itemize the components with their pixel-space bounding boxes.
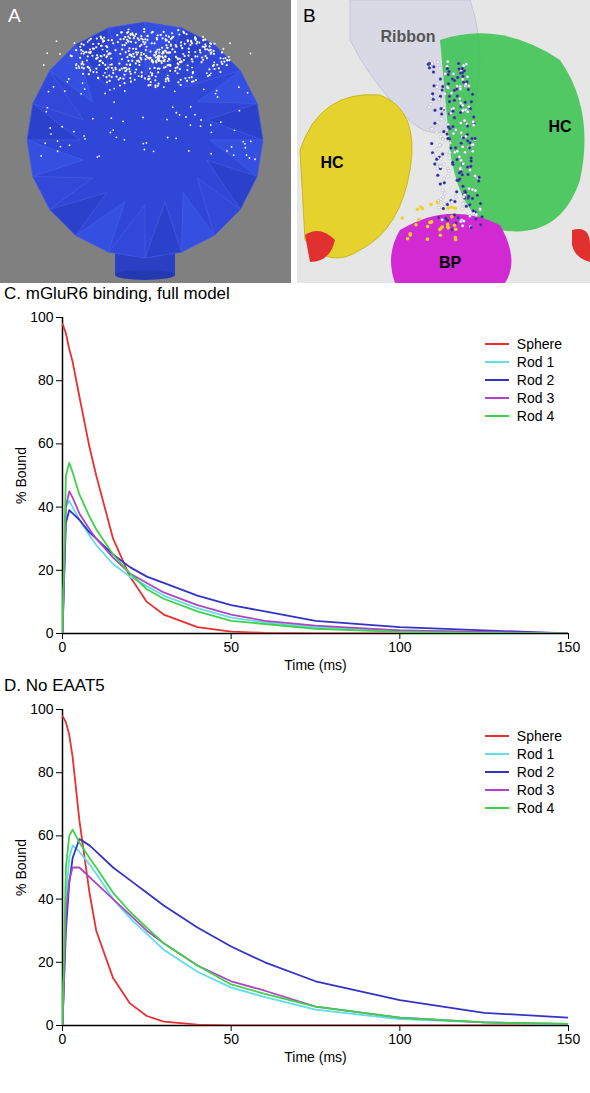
svg-text:20: 20	[38, 562, 54, 578]
svg-text:50: 50	[223, 639, 239, 655]
svg-text:0: 0	[59, 639, 67, 655]
svg-text:150: 150	[557, 1031, 581, 1047]
html-text:Sphere: Sphere	[516, 336, 562, 352]
svg-text:100: 100	[30, 309, 54, 325]
html-text:Rod 2: Rod 2	[516, 372, 555, 388]
html-text:Rod 1: Rod 1	[516, 354, 555, 370]
svg-text:HC: HC	[548, 118, 572, 135]
html-text:Rod 3: Rod 3	[516, 390, 555, 406]
svg-text:B: B	[303, 5, 316, 26]
svg-text:20: 20	[38, 954, 54, 970]
html-text:Sphere: Sphere	[516, 728, 562, 744]
html-text:Rod 1: Rod 1	[516, 746, 555, 762]
html-text:C. mGluR6 binding, full model: C. mGluR6 binding, full model	[4, 284, 230, 303]
html-text:Rod 4: Rod 4	[516, 800, 555, 816]
svg-text:0: 0	[59, 1031, 67, 1047]
svg-text:BP: BP	[439, 254, 462, 271]
svg-text:100: 100	[388, 639, 412, 655]
svg-text:Ribbon: Ribbon	[380, 28, 435, 45]
svg-text:80: 80	[38, 764, 54, 780]
svg-text:40: 40	[38, 499, 54, 515]
svg-text:100: 100	[30, 701, 54, 717]
svg-text:80: 80	[38, 372, 54, 388]
svg-text:60: 60	[38, 827, 54, 843]
svg-text:0: 0	[46, 1017, 54, 1033]
svg-text:40: 40	[38, 891, 54, 907]
svg-text:% Bound: % Bound	[13, 839, 29, 896]
svg-text:% Bound: % Bound	[13, 447, 29, 504]
html-text:Rod 4: Rod 4	[516, 408, 555, 424]
svg-text:Time (ms): Time (ms)	[284, 657, 346, 673]
svg-text:0: 0	[46, 625, 54, 641]
html-text:Rod 2: Rod 2	[516, 764, 555, 780]
svg-text:Time (ms): Time (ms)	[284, 1049, 346, 1065]
html-text:Rod 3: Rod 3	[516, 782, 555, 798]
html-text:D. No EAAT5: D. No EAAT5	[4, 676, 105, 695]
svg-text:60: 60	[38, 435, 54, 451]
svg-text:100: 100	[388, 1031, 412, 1047]
svg-text:150: 150	[557, 639, 581, 655]
svg-text:A: A	[8, 5, 21, 26]
svg-text:50: 50	[223, 1031, 239, 1047]
svg-text:HC: HC	[320, 154, 344, 171]
